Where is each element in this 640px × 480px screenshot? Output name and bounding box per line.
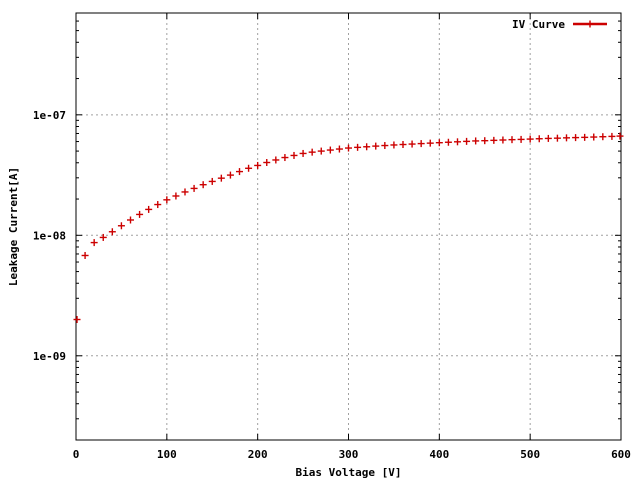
data-point <box>245 164 253 172</box>
data-point <box>163 196 171 204</box>
data-point <box>526 135 534 143</box>
data-point <box>308 148 316 156</box>
data-point <box>290 151 298 159</box>
data-point <box>472 137 480 145</box>
data-point <box>608 132 616 140</box>
plot-frame <box>75 12 622 441</box>
y-tick-label: 1e-07 <box>33 109 66 122</box>
data-point <box>508 136 516 144</box>
x-tick-label: 400 <box>429 448 449 461</box>
data-point <box>254 161 262 169</box>
x-tick-label: 600 <box>611 448 631 461</box>
y-tick-label: 1e-09 <box>33 350 66 363</box>
data-point <box>226 171 234 179</box>
x-tick-labels: 0 100 200 300 400 500 600 <box>73 448 631 461</box>
data-point <box>127 216 134 224</box>
data-point <box>463 137 471 145</box>
y-tick-labels: 1e-09 1e-08 1e-07 <box>33 109 66 363</box>
legend-marker <box>586 20 594 28</box>
data-point <box>90 239 98 247</box>
data-point <box>390 141 398 149</box>
x-tick-label: 100 <box>157 448 177 461</box>
data-point <box>99 233 107 241</box>
data-point <box>73 316 81 324</box>
data-point <box>372 142 380 150</box>
data-point <box>199 181 207 189</box>
grid-lines <box>76 13 621 440</box>
legend-label: IV Curve <box>512 18 565 31</box>
data-point <box>444 138 452 146</box>
data-point <box>208 177 216 185</box>
data-point <box>454 138 461 146</box>
data-point <box>481 137 489 145</box>
data-point <box>299 149 307 157</box>
data-points <box>73 132 624 324</box>
x-tick-label: 200 <box>248 448 268 461</box>
data-point <box>381 142 389 150</box>
data-point <box>145 205 153 213</box>
data-point <box>281 154 289 162</box>
data-point <box>399 141 407 149</box>
data-point <box>581 133 589 141</box>
data-point <box>181 188 189 196</box>
data-point <box>363 143 371 151</box>
legend: IV Curve <box>512 18 607 31</box>
data-point <box>426 139 434 147</box>
data-point <box>154 201 162 209</box>
data-point <box>108 228 116 236</box>
y-tick-label: 1e-08 <box>33 229 66 242</box>
data-point <box>435 139 443 147</box>
x-tick-label: 300 <box>339 448 359 461</box>
data-point <box>217 174 225 182</box>
data-point <box>345 144 352 152</box>
data-point <box>590 133 598 141</box>
data-point <box>236 168 243 176</box>
axis-ticks <box>75 12 622 441</box>
data-point <box>317 147 325 155</box>
data-point <box>563 134 570 142</box>
data-point <box>172 192 180 200</box>
data-point <box>190 184 198 192</box>
data-point <box>616 132 624 140</box>
data-point <box>335 145 343 153</box>
data-point <box>490 136 498 144</box>
data-point <box>499 136 507 144</box>
data-point <box>417 140 425 148</box>
data-point <box>535 135 543 143</box>
x-axis-label: Bias Voltage [V] <box>296 466 402 479</box>
x-tick-label: 0 <box>73 448 80 461</box>
data-point <box>553 134 561 142</box>
data-point <box>354 143 362 151</box>
data-point <box>272 156 280 164</box>
x-tick-label: 500 <box>520 448 540 461</box>
data-point <box>544 134 552 142</box>
y-axis-label: Leakage Current[A] <box>7 167 20 286</box>
data-point <box>136 210 144 218</box>
data-point <box>599 133 607 141</box>
legend-marker-glyph <box>586 20 594 28</box>
data-point <box>572 134 580 142</box>
data-point <box>81 251 89 259</box>
data-point <box>326 146 334 154</box>
data-point <box>517 135 525 143</box>
data-point <box>117 222 125 230</box>
data-point <box>408 140 416 148</box>
data-point <box>263 159 271 167</box>
